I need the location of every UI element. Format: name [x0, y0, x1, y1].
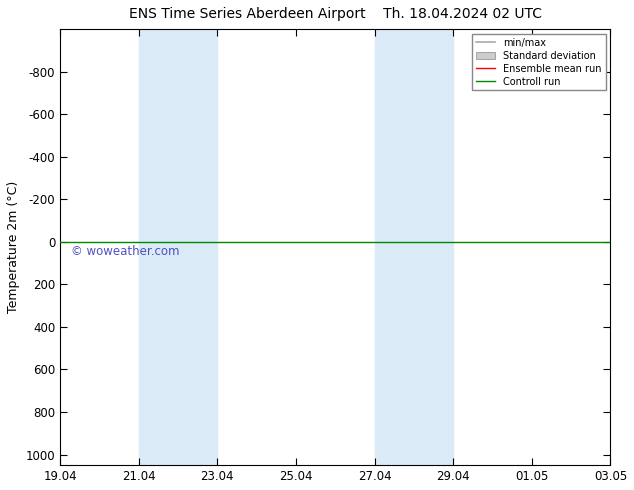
Bar — [139, 29, 217, 465]
Text: © woweather.com: © woweather.com — [71, 245, 179, 258]
Y-axis label: Temperature 2m (°C): Temperature 2m (°C) — [7, 181, 20, 313]
Bar — [375, 29, 453, 465]
Legend: min/max, Standard deviation, Ensemble mean run, Controll run: min/max, Standard deviation, Ensemble me… — [472, 34, 605, 91]
Title: ENS Time Series Aberdeen Airport    Th. 18.04.2024 02 UTC: ENS Time Series Aberdeen Airport Th. 18.… — [129, 7, 541, 21]
